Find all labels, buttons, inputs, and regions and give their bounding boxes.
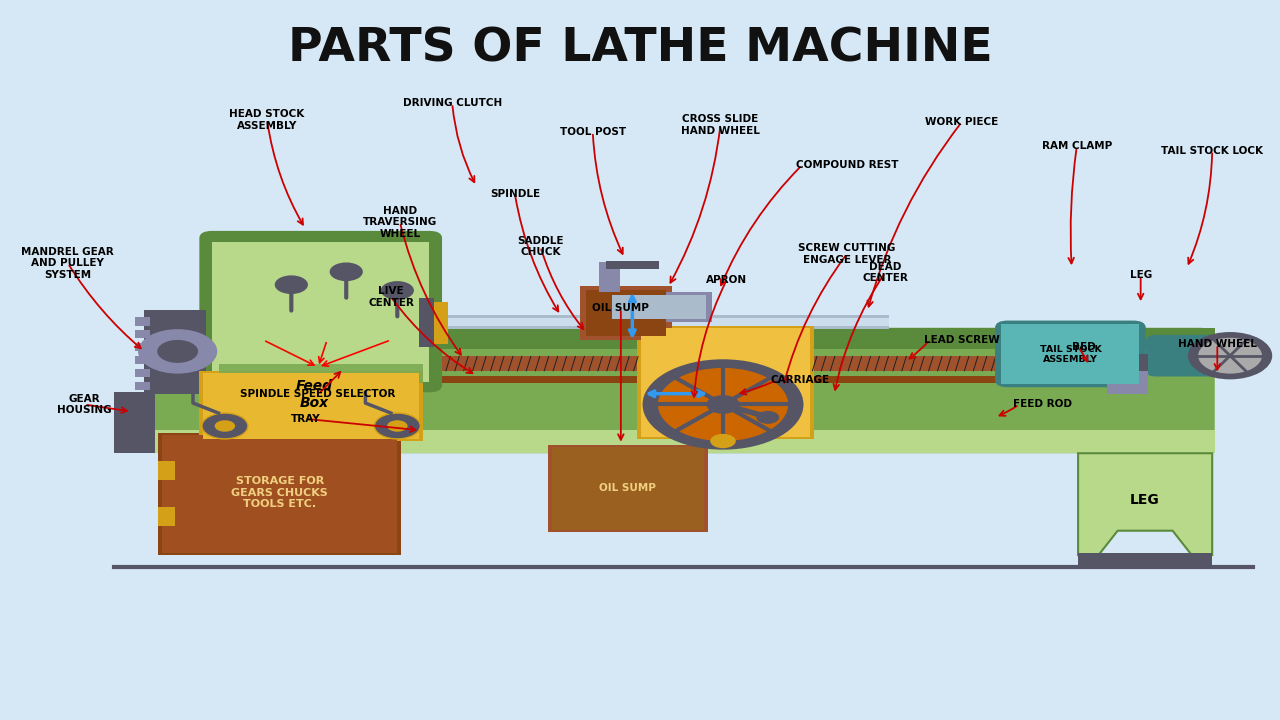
Text: RAM CLAMP: RAM CLAMP <box>1042 141 1112 151</box>
Bar <box>136 343 150 351</box>
Text: PARTS OF LATHE MACHINE: PARTS OF LATHE MACHINE <box>288 27 992 71</box>
Bar <box>607 292 712 322</box>
Text: BED: BED <box>1071 342 1096 352</box>
Bar <box>439 356 1110 371</box>
Bar <box>435 318 890 326</box>
Circle shape <box>387 420 407 432</box>
Text: STORAGE FOR
GEARS CHUCKS
TOOLS ETC.: STORAGE FOR GEARS CHUCKS TOOLS ETC. <box>232 476 328 509</box>
Bar <box>548 445 708 532</box>
Circle shape <box>380 281 413 300</box>
Circle shape <box>157 340 198 363</box>
Text: Feed
Box: Feed Box <box>296 379 333 410</box>
Circle shape <box>710 434 736 449</box>
Bar <box>599 262 620 292</box>
Text: MANDREL GEAR
AND PULLEY
SYSTEM: MANDREL GEAR AND PULLEY SYSTEM <box>22 246 114 280</box>
Text: DRIVING CLUTCH: DRIVING CLUTCH <box>403 98 502 108</box>
Bar <box>159 461 175 480</box>
Bar <box>163 436 397 553</box>
Bar <box>419 298 434 347</box>
Bar <box>200 371 422 441</box>
Text: GEAR
HOUSING: GEAR HOUSING <box>58 394 111 415</box>
Bar <box>435 315 890 329</box>
FancyBboxPatch shape <box>995 320 1146 387</box>
Bar <box>114 392 155 453</box>
Text: TAIL STOCK
ASSEMBLY: TAIL STOCK ASSEMBLY <box>1039 345 1101 364</box>
Text: HAND WHEEL: HAND WHEEL <box>1178 339 1257 349</box>
Bar <box>136 330 150 338</box>
Circle shape <box>275 275 308 294</box>
Circle shape <box>202 413 248 439</box>
Bar <box>605 261 659 269</box>
Bar <box>212 242 429 382</box>
Bar <box>641 328 810 437</box>
Polygon shape <box>1078 453 1212 555</box>
Circle shape <box>643 359 804 450</box>
Bar <box>1107 354 1148 377</box>
Bar <box>428 302 448 343</box>
Text: SPINDLE SPEED SELECTOR: SPINDLE SPEED SELECTOR <box>241 390 396 400</box>
Bar <box>1078 553 1212 567</box>
Bar <box>439 377 1110 383</box>
Bar <box>586 289 666 336</box>
Text: APRON: APRON <box>707 274 748 284</box>
Circle shape <box>658 368 788 441</box>
Text: FEED ROD: FEED ROD <box>1012 400 1071 410</box>
Circle shape <box>1188 332 1272 379</box>
Bar <box>136 356 150 364</box>
Text: OIL SUMP: OIL SUMP <box>599 482 655 492</box>
Bar <box>148 328 1215 349</box>
Bar <box>552 447 704 530</box>
Text: SCREW CUTTING
ENGAGE LEVER: SCREW CUTTING ENGAGE LEVER <box>799 243 896 265</box>
Bar <box>612 295 707 319</box>
Bar <box>148 431 1215 453</box>
FancyBboxPatch shape <box>1146 335 1219 377</box>
Text: TRAY: TRAY <box>291 414 320 424</box>
Circle shape <box>330 263 362 281</box>
Text: TAIL STOCK LOCK: TAIL STOCK LOCK <box>1161 145 1263 156</box>
Circle shape <box>707 395 740 414</box>
Bar <box>136 317 150 325</box>
Circle shape <box>374 413 420 439</box>
Text: WORK PIECE: WORK PIECE <box>925 117 998 127</box>
Text: HAND
TRAVERSING
WHEEL: HAND TRAVERSING WHEEL <box>362 206 436 239</box>
Text: HEAD STOCK
ASSEMBLY: HEAD STOCK ASSEMBLY <box>229 109 305 130</box>
Text: SADDLE
CHUCK: SADDLE CHUCK <box>517 236 563 258</box>
Bar <box>136 382 150 390</box>
Circle shape <box>215 420 236 432</box>
Text: TOOL POST: TOOL POST <box>559 127 626 137</box>
Circle shape <box>1198 338 1262 374</box>
Text: LEG: LEG <box>1129 271 1152 280</box>
Text: CROSS SLIDE
HAND WHEEL: CROSS SLIDE HAND WHEEL <box>681 114 760 135</box>
Text: SPINDLE: SPINDLE <box>490 189 540 199</box>
Bar <box>204 373 419 439</box>
FancyBboxPatch shape <box>148 328 1215 453</box>
Bar <box>580 286 672 340</box>
Text: CARRIAGE: CARRIAGE <box>771 375 829 385</box>
Bar <box>219 364 422 383</box>
FancyBboxPatch shape <box>200 231 442 392</box>
Bar <box>1107 371 1148 394</box>
Bar <box>159 433 401 555</box>
Bar <box>148 432 978 445</box>
Text: LIVE
CENTER: LIVE CENTER <box>369 286 413 307</box>
Bar <box>1001 324 1139 384</box>
Bar <box>637 325 814 439</box>
Bar <box>159 507 175 526</box>
Text: COMPOUND REST: COMPOUND REST <box>796 160 899 170</box>
Text: LEAD SCREW: LEAD SCREW <box>924 335 1000 345</box>
Bar <box>145 310 206 395</box>
Circle shape <box>756 411 780 424</box>
Text: OIL SUMP: OIL SUMP <box>593 303 649 313</box>
Text: LEG: LEG <box>1130 493 1160 507</box>
Circle shape <box>138 329 218 374</box>
Text: DEAD
CENTER: DEAD CENTER <box>863 261 909 283</box>
Bar <box>136 369 150 377</box>
